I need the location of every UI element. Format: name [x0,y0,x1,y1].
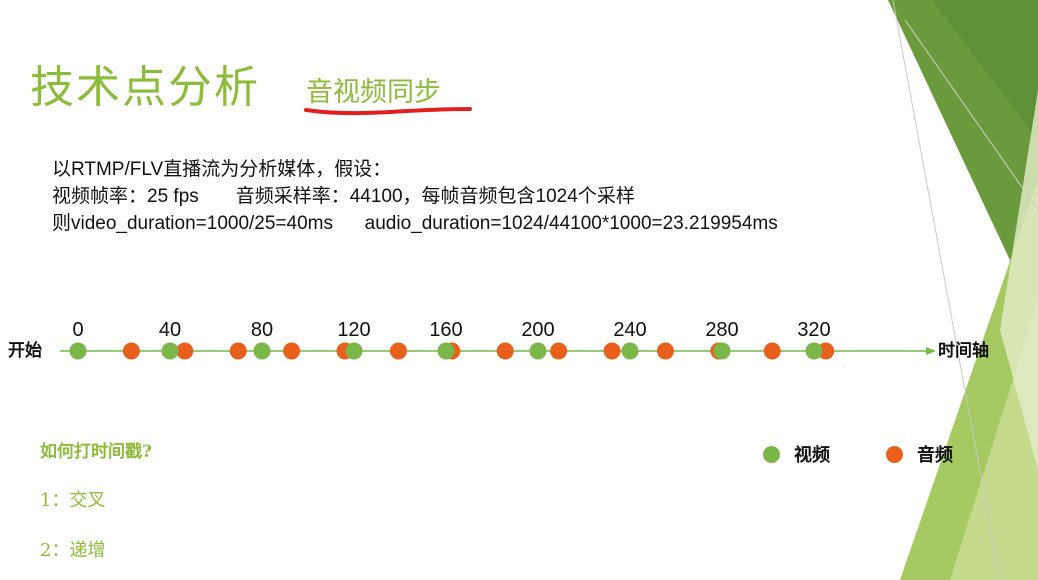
timeline-tick-label: 280 [705,319,738,341]
audio-frame-dot [603,342,621,360]
page-title: 技术点分析 [30,62,260,113]
video-frame-dot [69,342,87,360]
assumption-line-3: 则video_duration=1000/25=40ms audio_durat… [52,213,778,234]
audio-frame-dot [122,342,140,360]
audio-frame-dot [496,342,514,360]
video-dot-icon [763,445,780,463]
answer-item-2: 2：递增 [40,540,106,561]
audio-frame-dot [550,342,568,360]
red-underline-mark [304,107,472,116]
audio-frame-dot [283,342,301,360]
timestamp-question: 如何打时间戳? [40,442,152,462]
audio-frame-dot [389,342,407,360]
timeline-end-label: 时间轴 [938,340,989,361]
timeline-diagram: 开始 时间轴 0 40 80 120 160 200 240 280 320 [8,319,989,361]
answer-item-1: 1：交叉 [40,490,106,511]
audio-frame-dot [229,342,247,360]
audio-frame-dot [763,342,781,360]
timeline-tick-label: 320 [797,319,830,341]
video-frame-dot [345,342,363,360]
video-frame-dot [713,342,731,360]
timeline-start-label: 开始 [8,340,42,361]
video-frame-dot [161,342,179,360]
legend-audio-label: 音频 [917,445,953,466]
timeline-tick-label: 200 [521,319,554,341]
video-frame-dot [529,342,547,360]
video-frame-dot [805,342,823,360]
video-frame-dot [437,342,455,360]
audio-dot-icon [886,445,903,463]
timeline-tick-label: 160 [429,319,462,341]
timeline-tick-label: 80 [251,319,273,341]
legend-video-label: 视频 [794,445,830,466]
legend-video: 视频 [763,441,830,467]
assumption-line-2: 视频帧率：25 fps 音频采样率：44100，每帧音频包含1024个采样 [52,186,635,207]
timeline-tick-label: 120 [337,319,370,341]
audio-frame-dot [817,342,835,360]
audio-frame-dot [656,342,674,360]
timeline-tick-label: 240 [613,319,646,341]
legend-audio: 音频 [886,441,953,467]
audio-frame-dot [176,342,194,360]
video-frame-dot [621,342,639,360]
page-subtitle: 音视频同步 [306,77,441,108]
assumption-line-1: 以RTMP/FLV直播流为分析媒体，假设： [52,159,392,180]
timeline-tick-label: 40 [159,319,181,341]
video-frame-dot [253,342,271,360]
timeline-tick-label: 0 [72,319,83,341]
timeline-arrowhead [926,347,936,355]
